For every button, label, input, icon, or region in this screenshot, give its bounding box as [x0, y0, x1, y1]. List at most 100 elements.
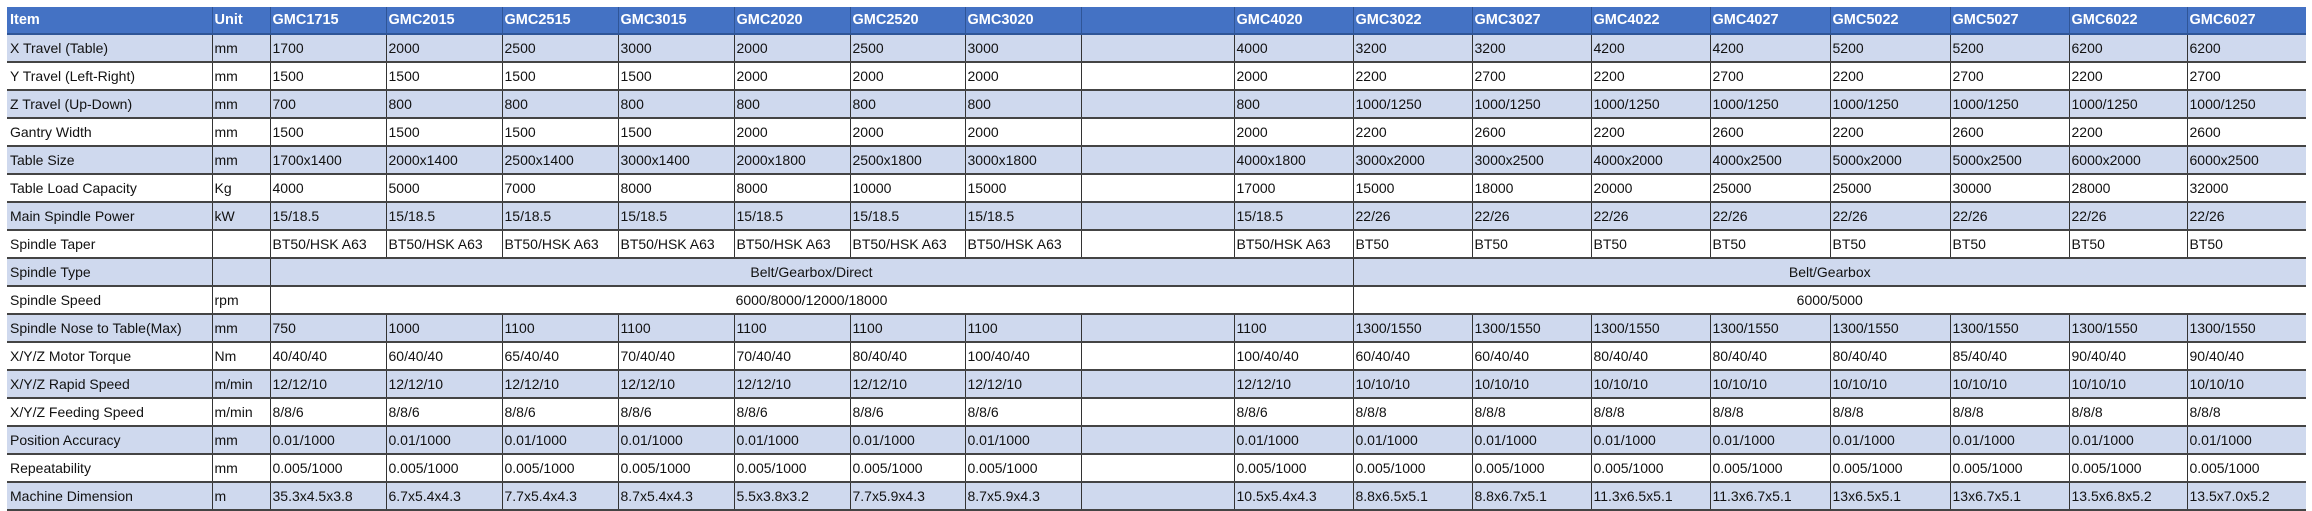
spec-cell: 2500 [849, 34, 965, 63]
spec-cell: 60/40/40 [1352, 342, 1472, 371]
spec-cell: 80/40/40 [1590, 342, 1710, 371]
spec-cell: 10/10/10 [1352, 370, 1472, 399]
merged-value: 6000/8000/12000/18000 [269, 286, 1353, 315]
spec-cell: 25000 [1709, 174, 1830, 203]
row-unit: rpm [211, 286, 270, 315]
spec-cell: 1300/1550 [1709, 314, 1830, 343]
spec-cell: 85/40/40 [1949, 342, 2069, 371]
empty-cell [1080, 202, 1234, 231]
spec-cell: 0.005/1000 [1590, 454, 1710, 483]
row-unit: kW [211, 202, 270, 231]
spec-cell: 0.005/1000 [1949, 454, 2069, 483]
spec-cell: 2200 [1352, 62, 1472, 91]
spec-cell: 1000/1250 [1949, 90, 2069, 119]
spec-cell: 800 [501, 90, 618, 119]
spec-cell: 0.01/1000 [2068, 426, 2187, 455]
spec-cell: 2600 [1471, 118, 1591, 147]
table-row: Table Size mm 1700x1400 2000x1400 2500x1400 3… [7, 146, 2306, 175]
spec-cell: 3000x2000 [1352, 146, 1472, 175]
spec-cell: 8/8/6 [385, 398, 502, 427]
spec-cell: 6000x2000 [2068, 146, 2187, 175]
row-unit: Kg [211, 174, 270, 203]
row-unit: mm [211, 90, 270, 119]
header-model: GMC3027 [1471, 7, 1591, 35]
spec-cell: 8/8/8 [1590, 398, 1710, 427]
empty-cell [1080, 62, 1234, 91]
spec-cell: 1100 [964, 314, 1081, 343]
spec-cell: 2700 [1709, 62, 1830, 91]
spec-cell: 10/10/10 [1829, 370, 1950, 399]
spec-cell: 3000x2500 [1471, 146, 1591, 175]
spec-cell: 0.005/1000 [964, 454, 1081, 483]
spec-cell: 1300/1550 [2186, 314, 2306, 343]
spec-cell: 70/40/40 [733, 342, 850, 371]
spec-cell: 2000 [849, 62, 965, 91]
row-label: Main Spindle Power [7, 202, 212, 231]
spec-cell: 13.5x6.8x5.2 [2068, 482, 2187, 511]
spec-cell: 800 [1233, 90, 1353, 119]
spec-cell: 1100 [1233, 314, 1353, 343]
table-row: Position Accuracy mm 0.01/1000 0.01/1000 0.0… [7, 426, 2306, 455]
spec-cell: 8.7x5.4x4.3 [617, 482, 734, 511]
spec-cell: BT50 [2068, 230, 2187, 259]
spec-cell: 1000/1250 [1471, 90, 1591, 119]
spec-cell: 10/10/10 [1590, 370, 1710, 399]
spec-cell: 10/10/10 [2186, 370, 2306, 399]
row-unit: mm [211, 426, 270, 455]
spec-cell: 15/18.5 [269, 202, 386, 231]
spec-cell: 11.3x6.7x5.1 [1709, 482, 1830, 511]
spec-cell: 0.005/1000 [1471, 454, 1591, 483]
spec-cell: 1500 [501, 118, 618, 147]
row-unit: mm [211, 34, 270, 63]
row-label: X/Y/Z Feeding Speed [7, 398, 212, 427]
spec-cell: 13x6.7x5.1 [1949, 482, 2069, 511]
spec-cell: 8000 [617, 174, 734, 203]
table-row: Main Spindle Power kW 15/18.5 15/18.5 15/18.… [7, 202, 2306, 231]
header-model: GMC1715 [269, 7, 386, 35]
spec-cell: 22/26 [2186, 202, 2306, 231]
spec-cell: 12/12/10 [617, 370, 734, 399]
row-unit: m/min [211, 370, 270, 399]
spec-cell: 2200 [1829, 118, 1950, 147]
row-label: X/Y/Z Motor Torque [7, 342, 212, 371]
row-label: Spindle Speed [7, 286, 212, 315]
merged-value: 6000/5000 [1352, 286, 2306, 315]
spec-cell: 15/18.5 [617, 202, 734, 231]
spec-cell: 65/40/40 [501, 342, 618, 371]
row-label: Gantry Width [7, 118, 212, 147]
spec-cell: 5000x2500 [1949, 146, 2069, 175]
merged-value: Belt/Gearbox [1352, 258, 2306, 287]
spec-cell: 18000 [1471, 174, 1591, 203]
row-label: Table Size [7, 146, 212, 175]
spec-cell: 0.01/1000 [1233, 426, 1353, 455]
spec-cell: 10.5x5.4x4.3 [1233, 482, 1353, 511]
spec-cell: 700 [269, 90, 386, 119]
spec-cell: 4000 [1233, 34, 1353, 63]
spec-cell: 90/40/40 [2186, 342, 2306, 371]
spec-cell: 0.01/1000 [2186, 426, 2306, 455]
spec-cell: 5.5x3.8x3.2 [733, 482, 850, 511]
spec-cell: 800 [964, 90, 1081, 119]
table-row: X/Y/Z Feeding Speed m/min 8/8/6 8/8/6 8/8/6 8… [7, 398, 2306, 427]
spec-cell: 80/40/40 [1829, 342, 1950, 371]
spec-cell: 2000 [1233, 118, 1353, 147]
spec-cell: 2200 [2068, 118, 2187, 147]
spec-cell: 1700 [269, 34, 386, 63]
row-label: Table Load Capacity [7, 174, 212, 203]
spec-cell: 3200 [1352, 34, 1472, 63]
spec-cell: 2500x1400 [501, 146, 618, 175]
spec-cell: 0.005/1000 [733, 454, 850, 483]
table-row: X/Y/Z Rapid Speed m/min 12/12/10 12/12/10 12… [7, 370, 2306, 399]
spec-cell: 1100 [849, 314, 965, 343]
spec-cell: 22/26 [2068, 202, 2187, 231]
header-empty [1080, 7, 1234, 35]
empty-cell [1080, 342, 1234, 371]
spec-cell: 100/40/40 [1233, 342, 1353, 371]
header-model: GMC4027 [1709, 7, 1830, 35]
spec-cell: 0.01/1000 [1590, 426, 1710, 455]
spec-cell: 60/40/40 [1471, 342, 1591, 371]
spec-cell: 32000 [2186, 174, 2306, 203]
spec-cell: 2500 [501, 34, 618, 63]
spec-cell: 1500 [269, 118, 386, 147]
empty-cell [1080, 482, 1234, 511]
